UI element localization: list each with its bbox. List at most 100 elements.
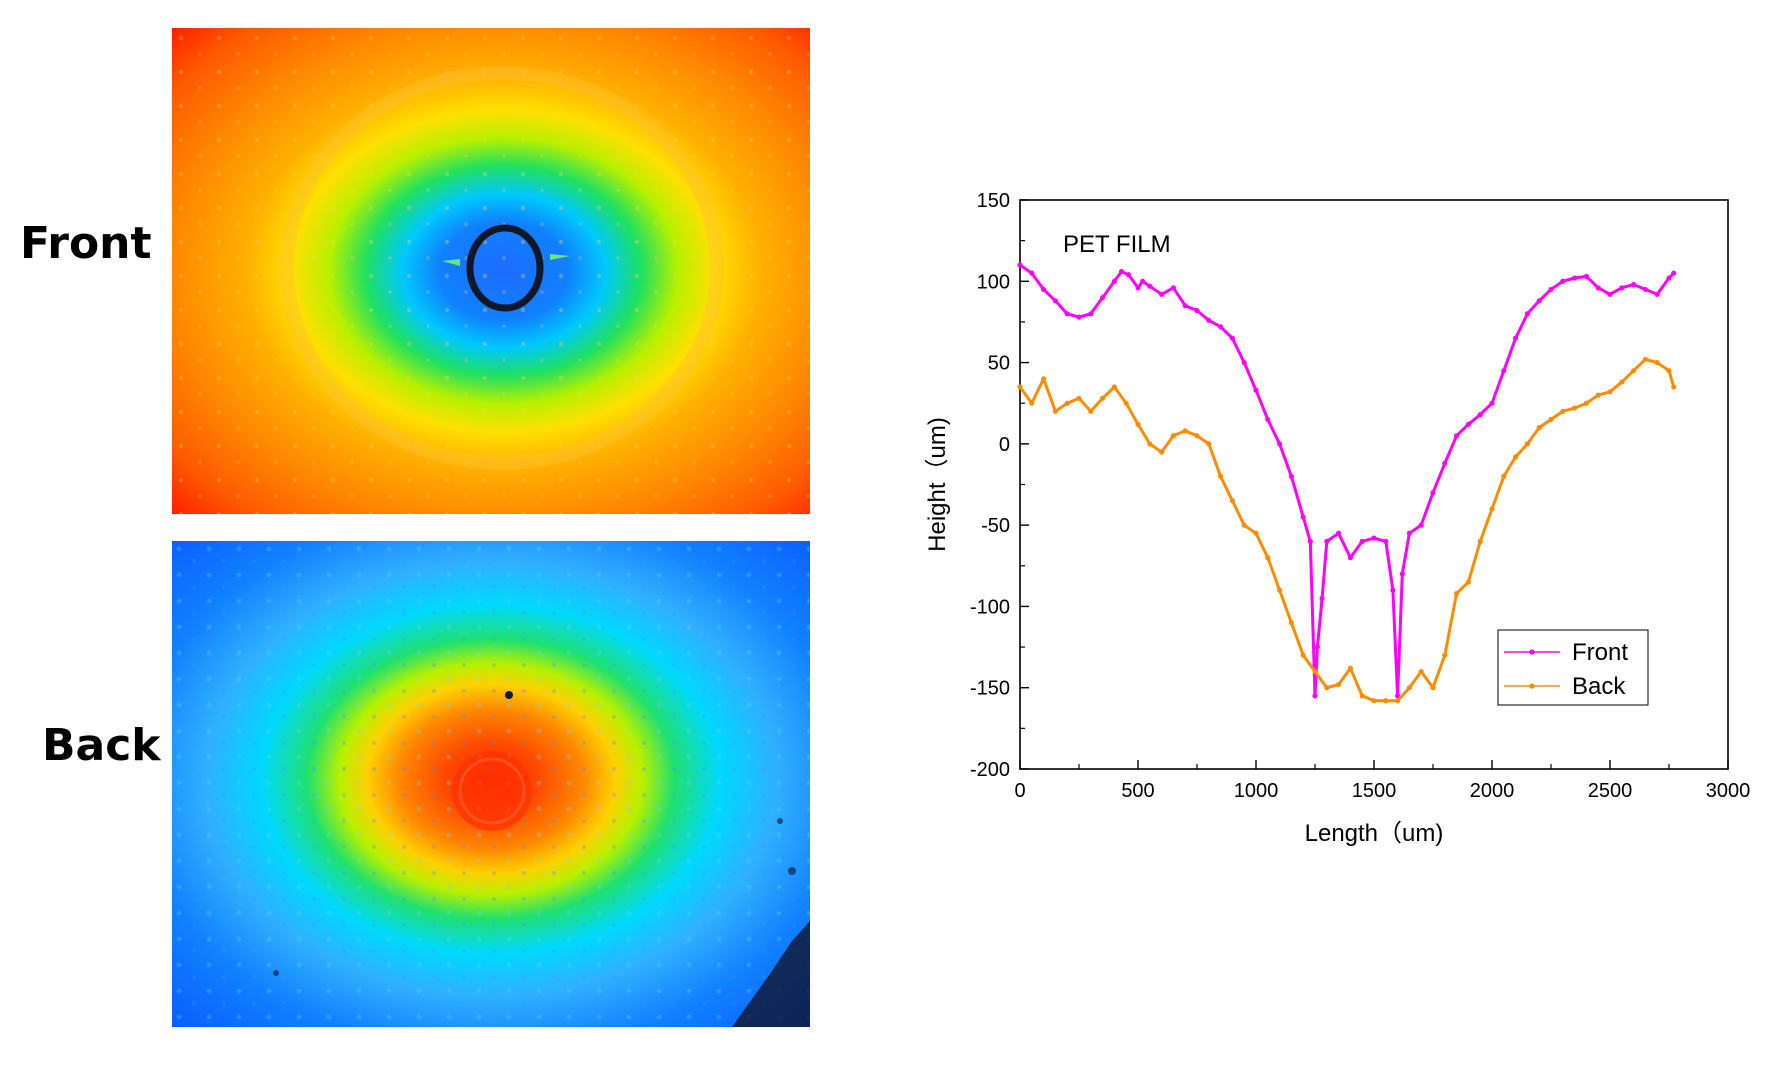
data-point-back [1253, 530, 1259, 536]
data-point-front [1642, 286, 1648, 293]
back-heatmap [172, 541, 810, 1027]
data-point-back [1324, 685, 1330, 691]
legend-swatch-marker-front [1529, 649, 1535, 655]
data-point-back [1111, 384, 1117, 390]
data-point-front [1314, 644, 1320, 650]
x-tick-label: 500 [1121, 780, 1154, 802]
data-point-back [1642, 356, 1648, 362]
data-point-front [1100, 294, 1106, 301]
legend-label-back: Back [1572, 673, 1626, 700]
data-point-back [1359, 693, 1365, 699]
data-point-front [1159, 291, 1165, 297]
x-tick-label: 0 [1014, 780, 1025, 802]
data-point-back [1206, 441, 1212, 447]
x-axis-label: Length（um) [1305, 820, 1444, 847]
data-point-front [1548, 286, 1554, 293]
data-point-front [1336, 530, 1342, 536]
data-point-front [1307, 538, 1313, 544]
data-point-front [1595, 285, 1601, 291]
data-point-back [1052, 408, 1058, 414]
data-point-front [1619, 285, 1625, 291]
data-point-front [1206, 317, 1212, 323]
data-point-back [1347, 665, 1353, 671]
data-point-front [1501, 368, 1507, 374]
data-point-front [1454, 433, 1460, 439]
data-point-back [1548, 416, 1554, 423]
data-point-front [1041, 286, 1047, 293]
data-point-front [1536, 298, 1542, 304]
data-point-front [1572, 275, 1578, 281]
x-tick-label: 1500 [1352, 780, 1397, 802]
data-point-front [1017, 262, 1023, 268]
x-tick-label: 2500 [1588, 780, 1633, 802]
data-point-front [1052, 298, 1058, 304]
data-point-back [1572, 405, 1578, 411]
data-point-front [1125, 272, 1132, 278]
data-point-back [1666, 368, 1672, 374]
x-tick-label: 2000 [1470, 780, 1515, 802]
height-profile-chart: 0 500 1000 1500 2000 2500 3000 -200 -150 -100 -50 0… [900, 175, 1780, 875]
data-point-front [1371, 535, 1377, 541]
data-point-back [1513, 454, 1519, 460]
data-point-front [1253, 387, 1259, 393]
data-point-back [1631, 368, 1637, 374]
legend-swatch-marker-back [1529, 683, 1535, 689]
data-point-back [1241, 522, 1247, 528]
data-point-front [1277, 441, 1283, 447]
data-point-front [1111, 278, 1117, 284]
data-point-back [1619, 379, 1625, 385]
data-point-front [1560, 278, 1566, 284]
data-point-back [1477, 538, 1483, 544]
data-point-back [1182, 428, 1188, 434]
data-point-front [1135, 285, 1141, 291]
data-point-front [1300, 514, 1306, 520]
data-point-front [1140, 278, 1146, 284]
data-point-back [1300, 652, 1306, 658]
data-point-front [1029, 270, 1035, 276]
data-point-back [1671, 384, 1677, 390]
data-point-back [1265, 555, 1271, 561]
data-point-back [1430, 685, 1436, 691]
back-label: Back [42, 720, 161, 771]
data-point-front [1671, 270, 1677, 276]
legend-label-front: Front [1572, 639, 1628, 666]
data-point-front [1288, 473, 1294, 479]
y-tick-label: 50 [988, 353, 1010, 375]
y-axis-label: Height（um) [924, 417, 951, 552]
data-point-back [1229, 498, 1235, 504]
data-point-front [1182, 303, 1188, 309]
data-point-front [1513, 335, 1519, 341]
data-point-back [1029, 400, 1035, 406]
data-point-back [1418, 668, 1424, 675]
data-point-front [1194, 307, 1200, 314]
y-tick-label: -100 [970, 596, 1010, 618]
y-tick-label: 150 [977, 190, 1010, 212]
data-point-front [1319, 595, 1325, 601]
data-point-back [1583, 400, 1589, 406]
data-point-front [1399, 571, 1405, 577]
y-tick-label: 100 [977, 271, 1010, 293]
data-point-front [1088, 311, 1094, 317]
data-point-back [1194, 433, 1200, 439]
data-point-back [1288, 620, 1294, 626]
chart-svg: 0 500 1000 1500 2000 2500 3000 -200 -150 -100 -50 0… [924, 190, 1750, 847]
data-point-front [1524, 311, 1530, 317]
data-point-back [1383, 698, 1389, 704]
y-tick-label: 0 [999, 434, 1010, 456]
data-point-back [1465, 579, 1471, 585]
data-point-back [1017, 384, 1023, 390]
data-point-front [1418, 522, 1424, 528]
data-point-front [1118, 268, 1125, 275]
data-point-front [1147, 283, 1153, 289]
data-point-front [1477, 411, 1483, 418]
data-point-back [1336, 681, 1342, 688]
series-line-front [1019, 263, 1675, 698]
data-point-back [1406, 685, 1412, 691]
data-point-back [1064, 400, 1070, 406]
data-point-back [1147, 441, 1153, 447]
data-point-back [1041, 376, 1047, 382]
data-point-front [1076, 314, 1082, 320]
data-point-back [1501, 473, 1507, 479]
y-tick-label: -150 [970, 678, 1010, 700]
data-point-front [1666, 275, 1672, 281]
